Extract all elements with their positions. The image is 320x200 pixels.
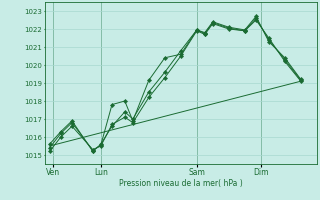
X-axis label: Pression niveau de la mer( hPa ): Pression niveau de la mer( hPa )	[119, 179, 243, 188]
